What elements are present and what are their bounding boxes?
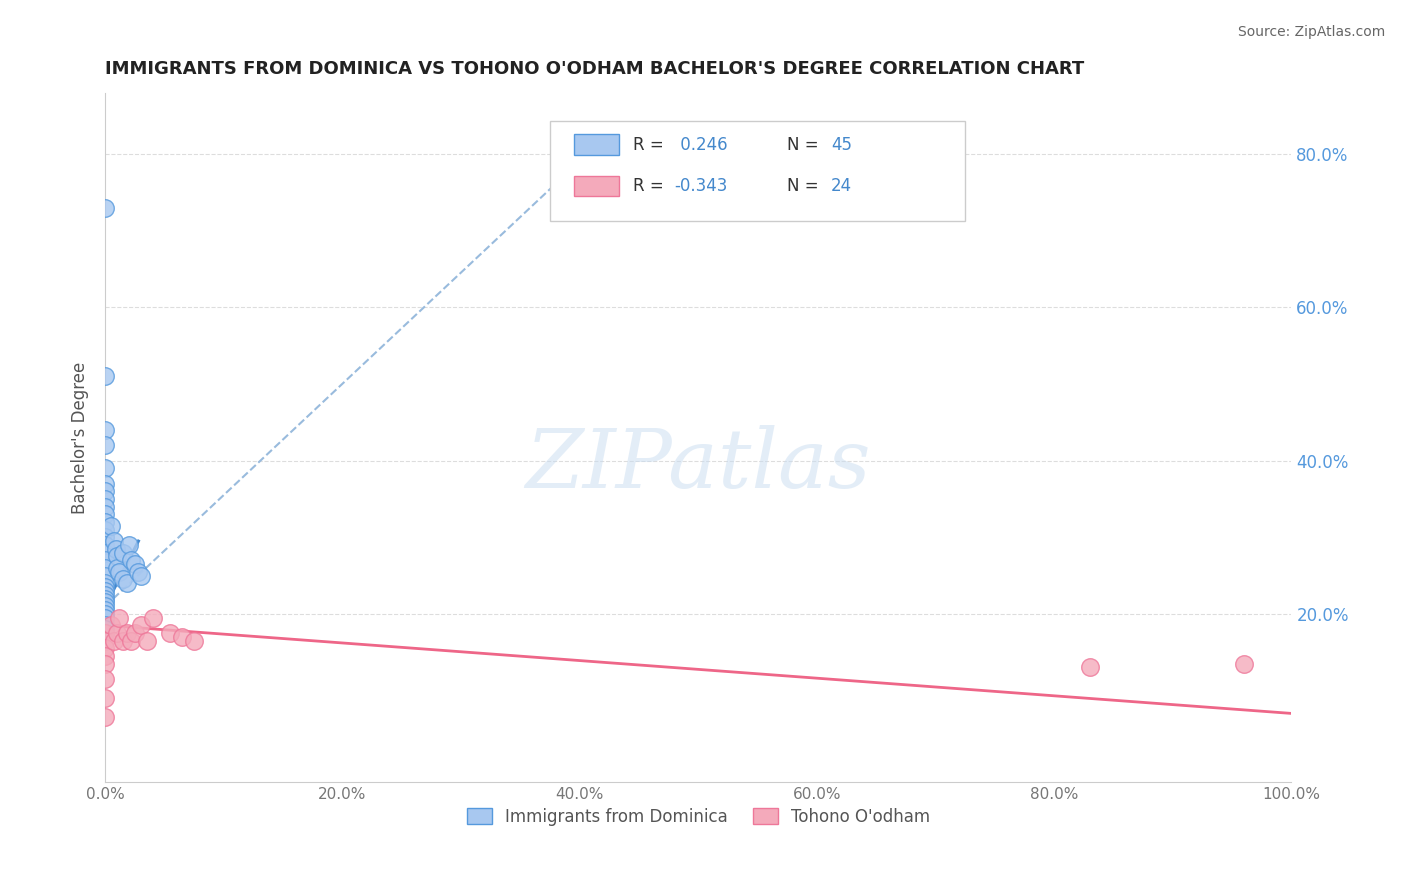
- Point: [94, 538, 117, 552]
- Point: [159, 626, 181, 640]
- Point: [94, 461, 117, 475]
- Point: [94, 599, 117, 614]
- Point: [105, 549, 128, 564]
- Point: [103, 633, 125, 648]
- Y-axis label: Bachelor's Degree: Bachelor's Degree: [72, 361, 89, 514]
- Point: [94, 588, 117, 602]
- FancyBboxPatch shape: [550, 120, 966, 220]
- Text: 0.246: 0.246: [675, 136, 727, 153]
- Point: [1078, 660, 1101, 674]
- Point: [142, 610, 165, 624]
- Text: IMMIGRANTS FROM DOMINICA VS TOHONO O'ODHAM BACHELOR'S DEGREE CORRELATION CHART: IMMIGRANTS FROM DOMINICA VS TOHONO O'ODH…: [105, 60, 1084, 78]
- Point: [94, 515, 117, 529]
- Point: [115, 576, 138, 591]
- Point: [104, 541, 127, 556]
- Point: [94, 553, 117, 567]
- Text: N =: N =: [787, 178, 824, 195]
- Point: [94, 576, 117, 591]
- Point: [94, 610, 117, 624]
- Point: [94, 561, 117, 575]
- Point: [94, 476, 117, 491]
- Point: [100, 518, 122, 533]
- Point: [1233, 657, 1256, 671]
- Point: [94, 710, 117, 724]
- Point: [94, 591, 117, 606]
- Point: [172, 630, 194, 644]
- Point: [94, 500, 117, 514]
- Point: [94, 491, 117, 506]
- FancyBboxPatch shape: [574, 135, 619, 155]
- Point: [127, 565, 149, 579]
- Point: [94, 641, 117, 656]
- Text: R =: R =: [633, 178, 669, 195]
- Point: [100, 618, 122, 632]
- Point: [94, 508, 117, 522]
- Point: [94, 523, 117, 537]
- Point: [94, 369, 117, 384]
- Point: [94, 438, 117, 452]
- FancyBboxPatch shape: [574, 176, 619, 196]
- Legend: Immigrants from Dominica, Tohono O'odham: Immigrants from Dominica, Tohono O'odham: [460, 801, 936, 832]
- Point: [105, 626, 128, 640]
- Point: [94, 648, 117, 663]
- Point: [103, 534, 125, 549]
- Point: [124, 557, 146, 571]
- Point: [94, 580, 117, 594]
- Point: [129, 568, 152, 582]
- Point: [108, 565, 131, 579]
- Point: [94, 633, 117, 648]
- Text: Source: ZipAtlas.com: Source: ZipAtlas.com: [1237, 25, 1385, 39]
- Point: [120, 633, 142, 648]
- Point: [94, 484, 117, 499]
- Point: [115, 626, 138, 640]
- Point: [94, 583, 117, 598]
- Point: [94, 568, 117, 582]
- Point: [94, 607, 117, 621]
- Point: [94, 626, 117, 640]
- Text: R =: R =: [633, 136, 669, 153]
- Point: [94, 672, 117, 686]
- Point: [111, 573, 134, 587]
- Point: [108, 610, 131, 624]
- Text: 24: 24: [831, 178, 852, 195]
- Point: [94, 691, 117, 706]
- Point: [124, 626, 146, 640]
- Point: [111, 633, 134, 648]
- Point: [118, 538, 141, 552]
- Point: [129, 618, 152, 632]
- Text: ZIPatlas: ZIPatlas: [526, 425, 872, 505]
- Point: [120, 553, 142, 567]
- Point: [111, 545, 134, 559]
- Point: [94, 626, 117, 640]
- Point: [105, 561, 128, 575]
- Point: [94, 530, 117, 544]
- Point: [94, 201, 117, 215]
- Text: -0.343: -0.343: [675, 178, 728, 195]
- Text: 45: 45: [831, 136, 852, 153]
- Point: [94, 622, 117, 636]
- Point: [94, 618, 117, 632]
- Text: N =: N =: [787, 136, 824, 153]
- Point: [94, 423, 117, 437]
- Point: [183, 633, 205, 648]
- Point: [94, 545, 117, 559]
- Point: [94, 603, 117, 617]
- Point: [94, 595, 117, 609]
- Point: [135, 633, 157, 648]
- Point: [94, 657, 117, 671]
